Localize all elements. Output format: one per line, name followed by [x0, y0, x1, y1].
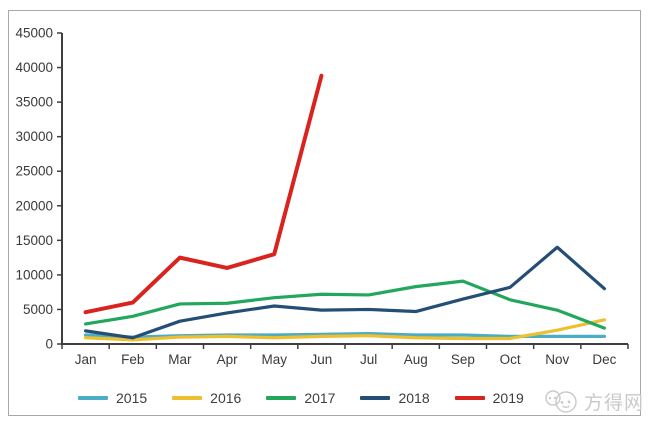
legend-swatch-2018 [360, 396, 391, 400]
svg-text:5000: 5000 [23, 302, 53, 317]
chart-frame [8, 10, 641, 416]
svg-text:45000: 45000 [15, 26, 53, 41]
legend-label: 2019 [492, 390, 524, 406]
svg-text:Oct: Oct [500, 352, 521, 367]
legend-label: 2015 [116, 390, 148, 406]
svg-text:20000: 20000 [15, 198, 53, 213]
svg-text:Apr: Apr [217, 352, 239, 367]
watermark-text: 方得网 [583, 392, 644, 414]
legend-item-2016: 2016 [172, 390, 241, 406]
legend-label: 2016 [210, 390, 242, 406]
svg-text:Sep: Sep [451, 352, 475, 367]
legend-item-2015: 2015 [78, 390, 147, 406]
svg-text:30000: 30000 [15, 129, 53, 144]
svg-text:May: May [261, 352, 287, 367]
svg-text:0: 0 [45, 337, 53, 352]
svg-text:Jun: Jun [311, 352, 333, 367]
svg-text:Feb: Feb [121, 352, 144, 367]
svg-text:40000: 40000 [15, 60, 53, 75]
legend-swatch-2017 [266, 396, 297, 400]
legend-swatch-2016 [172, 396, 203, 400]
legend-swatch-2019 [454, 396, 485, 400]
svg-text:15000: 15000 [15, 233, 53, 248]
legend-label: 2017 [304, 390, 336, 406]
svg-text:10000: 10000 [15, 267, 53, 282]
two-smileys-logo-icon [545, 390, 577, 413]
legend-item-2018: 2018 [360, 390, 430, 406]
legend-swatch-2015 [78, 396, 108, 400]
svg-text:25000: 25000 [15, 164, 53, 179]
svg-text:Jan: Jan [75, 352, 97, 367]
svg-text:Dec: Dec [592, 352, 616, 367]
svg-text:Nov: Nov [545, 352, 569, 367]
svg-text:35000: 35000 [15, 95, 53, 110]
svg-text:Jul: Jul [360, 352, 377, 367]
legend-label: 2018 [398, 390, 430, 406]
watermark: 方得网 [544, 387, 644, 415]
chart-legend: 2015 2016 2017 2018 2019 [78, 386, 524, 410]
svg-text:Mar: Mar [168, 352, 192, 367]
legend-item-2017: 2017 [266, 390, 335, 406]
svg-text:Aug: Aug [404, 352, 428, 367]
legend-item-2019: 2019 [454, 390, 524, 406]
